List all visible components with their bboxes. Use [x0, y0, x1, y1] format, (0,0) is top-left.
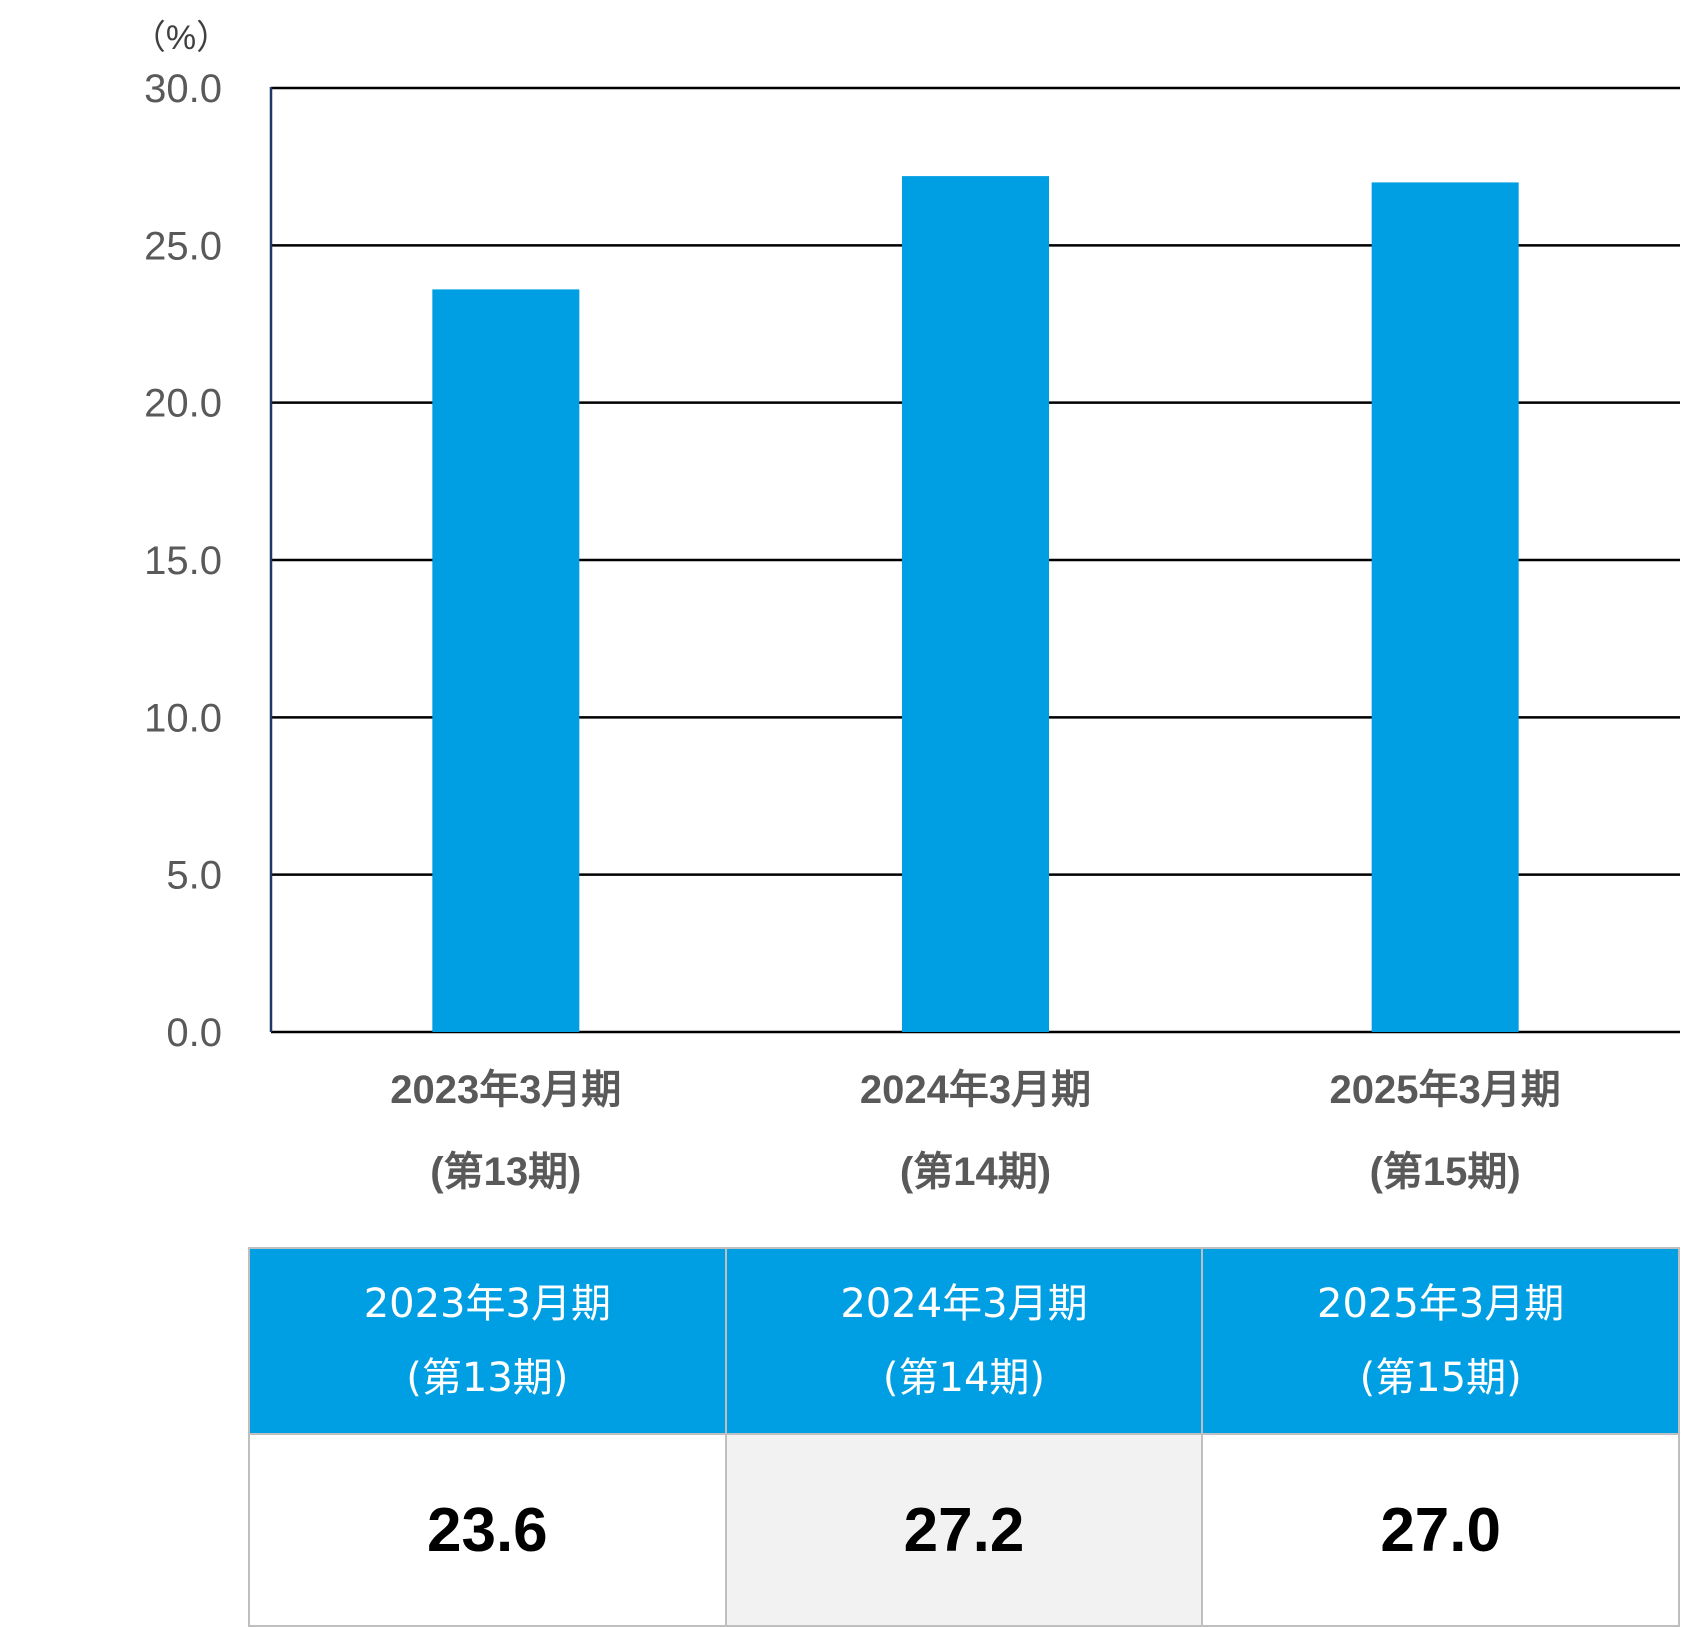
bar-chart: （%） 0.0 5.0 10.0 15.0 20.0 25.0 30.0 2023年3月期 (…: [132, 19, 1680, 1194]
bars: [432, 176, 1519, 1032]
header-period-label: 2024年3月期: [840, 1281, 1088, 1327]
y-tick-label: 5.0: [166, 854, 222, 898]
table-value-row: 23.6 27.2 27.0: [248, 1433, 1680, 1627]
bar: [1371, 182, 1519, 1032]
table-header-2024: 2024年3月期 (第14期): [724, 1247, 1204, 1435]
header-period-label: 2025年3月期: [1317, 1281, 1565, 1327]
y-tick-label: 30.0: [144, 67, 222, 111]
header-period-label: 2023年3月期: [363, 1281, 611, 1327]
y-axis-tick-labels: 0.0 5.0 10.0 15.0 20.0 25.0 30.0: [144, 67, 222, 1055]
y-tick-label: 10.0: [144, 696, 222, 740]
table-value-2024: 27.2: [724, 1433, 1204, 1627]
header-term-label: (第15期): [1359, 1355, 1522, 1401]
header-term-label: (第13期): [406, 1355, 569, 1401]
x-tick-label: (第13期): [430, 1150, 581, 1194]
x-tick-label: 2023年3月期: [390, 1068, 621, 1112]
x-tick-label: (第15期): [1370, 1150, 1521, 1194]
header-term-label: (第14期): [882, 1355, 1046, 1401]
table-header-2025: 2025年3月期 (第15期): [1201, 1247, 1680, 1435]
y-tick-label: 25.0: [144, 224, 222, 268]
bar: [432, 289, 580, 1032]
table-header-2023: 2023年3月期 (第13期): [248, 1247, 727, 1435]
x-tick-label: 2024年3月期: [860, 1068, 1091, 1112]
y-axis-unit-label: （%）: [132, 19, 230, 57]
summary-table: 2023年3月期 (第13期) 2024年3月期 (第14期) 2025年3月期…: [248, 1247, 1680, 1627]
bar: [902, 176, 1049, 1032]
x-axis-labels: 2023年3月期 (第13期) 2024年3月期 (第14期) 2025年3月期 (第15…: [390, 1068, 1561, 1194]
table-value-2025: 27.0: [1201, 1433, 1680, 1627]
y-tick-label: 0.0: [166, 1011, 222, 1055]
table-value-2023: 23.6: [248, 1433, 727, 1627]
x-tick-label: (第14期): [900, 1150, 1051, 1194]
y-tick-label: 15.0: [144, 539, 222, 583]
table-header-row: 2023年3月期 (第13期) 2024年3月期 (第14期) 2025年3月期…: [248, 1247, 1680, 1435]
y-tick-label: 20.0: [144, 382, 222, 426]
x-tick-label: 2025年3月期: [1330, 1068, 1561, 1112]
